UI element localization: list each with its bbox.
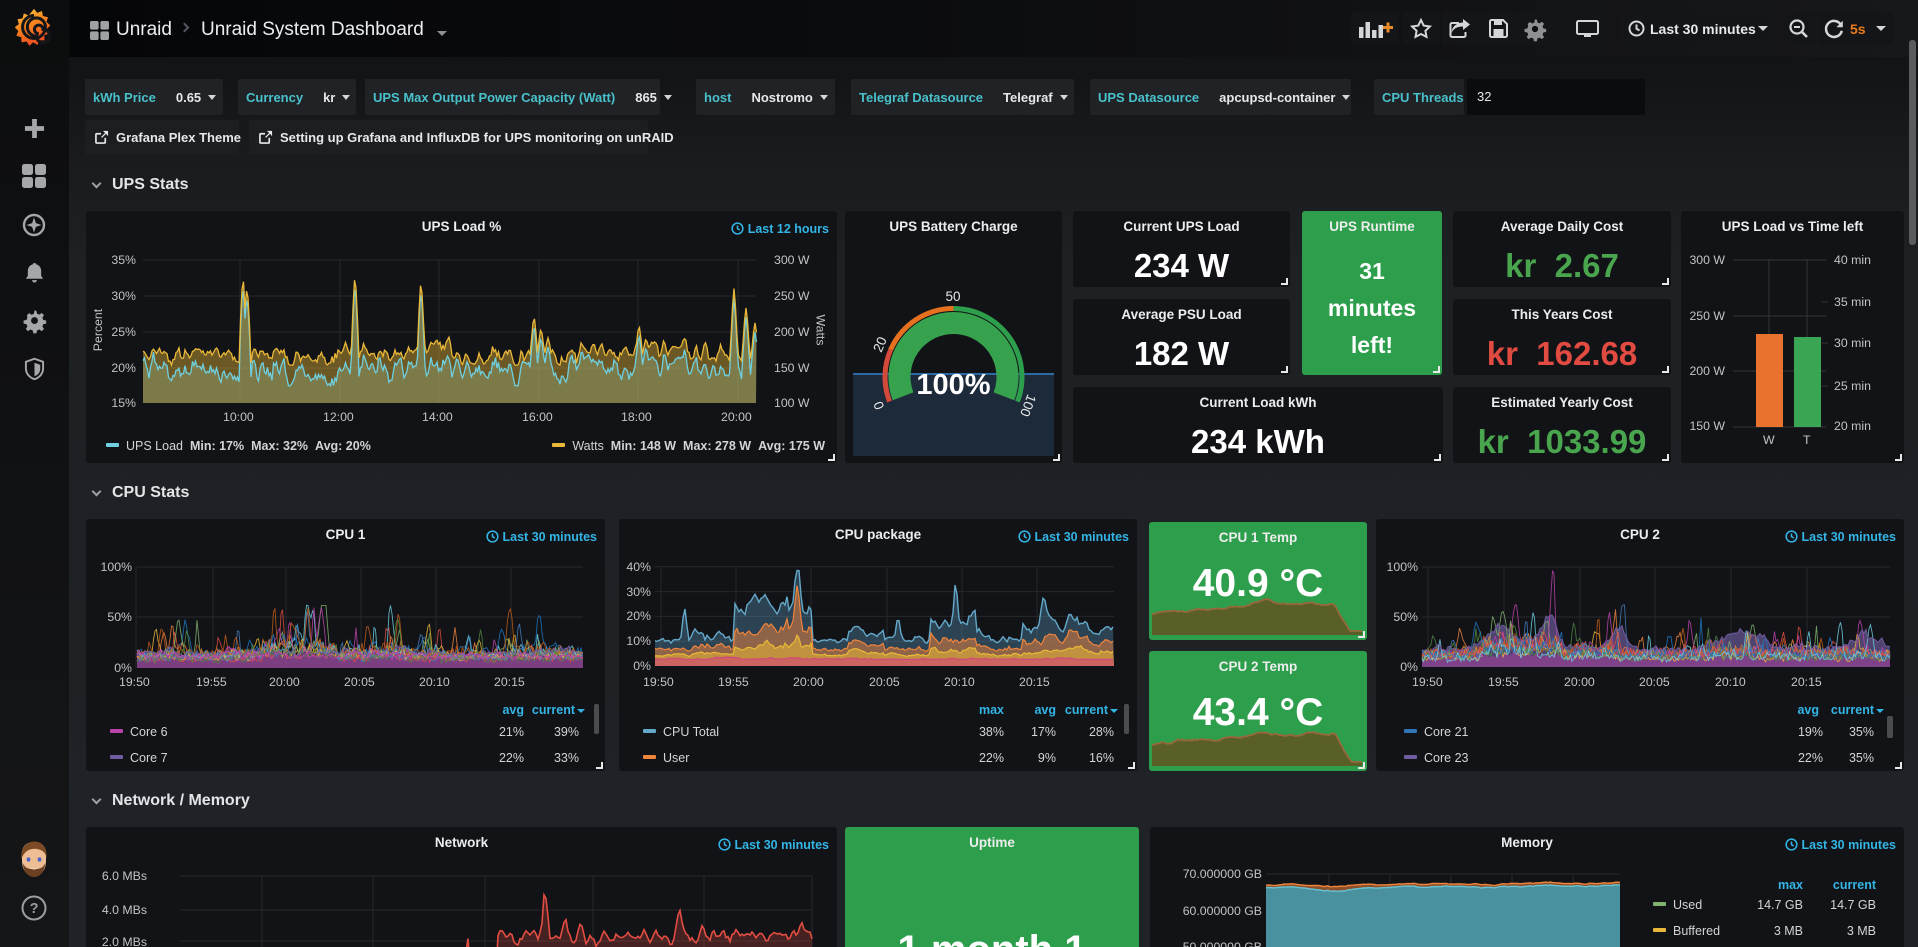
svg-text:?: ? [30,901,39,917]
